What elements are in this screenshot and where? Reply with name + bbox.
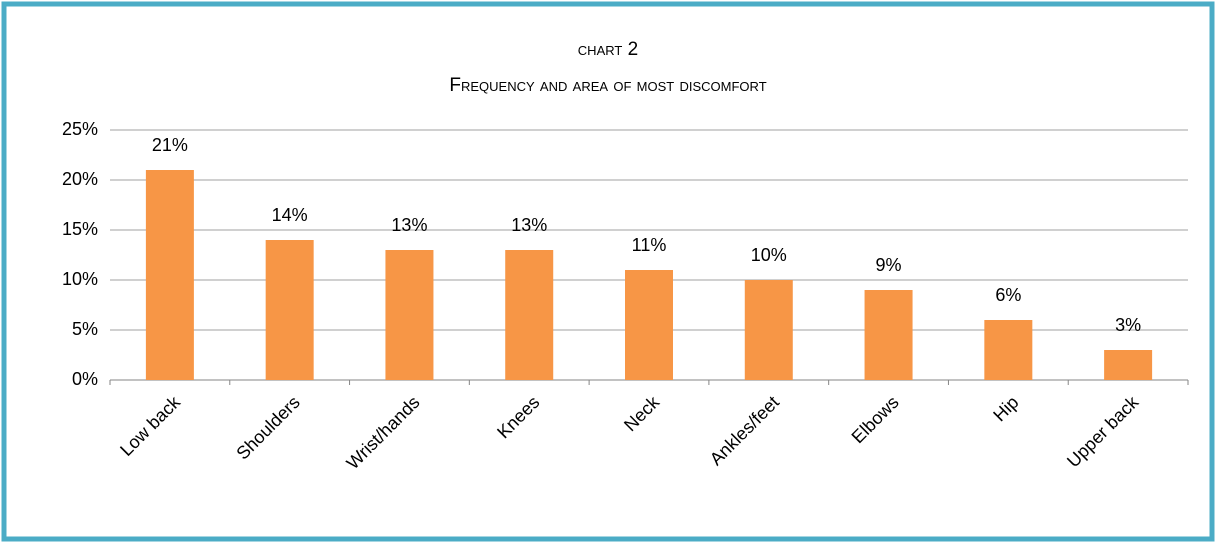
value-label: 3% xyxy=(1115,315,1141,335)
bar xyxy=(265,240,314,380)
bar xyxy=(505,250,554,380)
value-label: 14% xyxy=(272,205,308,225)
y-tick-label: 15% xyxy=(62,219,98,239)
bar xyxy=(1104,350,1153,380)
value-label: 13% xyxy=(511,215,547,235)
bar xyxy=(145,170,194,380)
y-tick-label: 10% xyxy=(62,269,98,289)
y-tick-label: 20% xyxy=(62,169,98,189)
bar xyxy=(625,270,673,380)
bar xyxy=(984,320,1033,380)
value-label: 13% xyxy=(391,215,427,235)
bar xyxy=(385,250,434,380)
y-tick-label: 25% xyxy=(62,119,98,139)
value-label: 11% xyxy=(632,235,667,255)
value-label: 6% xyxy=(995,285,1021,305)
y-tick-label: 0% xyxy=(72,369,98,389)
chart-title: chart 2 xyxy=(578,39,638,60)
value-label: 10% xyxy=(751,245,787,265)
bar xyxy=(864,290,913,380)
y-tick-label: 5% xyxy=(72,319,98,339)
bar xyxy=(744,280,793,380)
value-label: 21% xyxy=(152,135,188,155)
chart-subtitle: Frequency and area of most discomfort xyxy=(449,75,766,96)
value-label: 9% xyxy=(876,255,902,275)
